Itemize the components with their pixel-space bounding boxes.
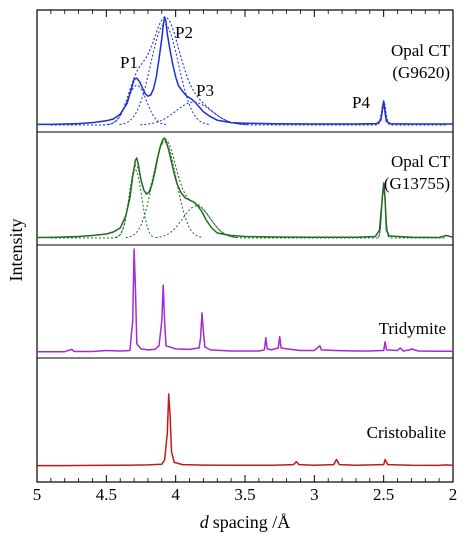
series-line-4 — [37, 393, 454, 467]
x-tick-label: 2 — [449, 485, 458, 504]
component-p2 — [125, 141, 204, 239]
x-tick-label: 2.5 — [373, 485, 394, 504]
x-tick-label: 3.5 — [234, 485, 255, 504]
plot-area: 5 4.5 4 3.5 3 2.5 2 — [33, 9, 458, 504]
x-axis-title: d spacing /Å — [200, 512, 290, 532]
component-p3 — [140, 101, 248, 126]
fit-envelope — [50, 139, 447, 239]
x-tick-label: 3 — [310, 485, 319, 504]
peak-label-p2: P2 — [175, 23, 193, 42]
peak-label-p3: P3 — [196, 81, 214, 100]
series-line-3 — [37, 248, 453, 353]
component-p2 — [119, 23, 210, 125]
x-axis-title-italic: d — [200, 512, 210, 532]
x-tick-label: 4 — [171, 485, 180, 504]
panel1-sample: (G9620) — [392, 63, 450, 82]
panel2-name: Opal CT — [391, 152, 451, 171]
series-line-1 — [37, 16, 453, 126]
panel3-name: Tridymite — [379, 319, 446, 338]
peak-label-p1: P1 — [120, 53, 138, 72]
fit-envelope — [50, 16, 447, 126]
component-p3 — [155, 205, 239, 239]
panel1-name: Opal CT — [391, 41, 451, 60]
series-line-2 — [36, 137, 454, 239]
plot-frame — [36, 9, 454, 483]
component-p1 — [108, 84, 167, 126]
y-axis-title: Intensity — [6, 219, 26, 282]
x-tick-label: 5 — [33, 485, 42, 504]
panel4-name: Cristobalite — [367, 423, 446, 442]
x-tick-label: 4.5 — [96, 485, 117, 504]
panel2-sample: (G13755) — [384, 174, 450, 193]
peak-label-p4: P4 — [352, 93, 370, 112]
chart-labels: Opal CT (G9620) P1 P2 P3 P4 Opal CT (G13… — [6, 23, 451, 532]
component-p1 — [115, 169, 156, 238]
x-axis-title-rest: spacing /Å — [213, 512, 290, 532]
